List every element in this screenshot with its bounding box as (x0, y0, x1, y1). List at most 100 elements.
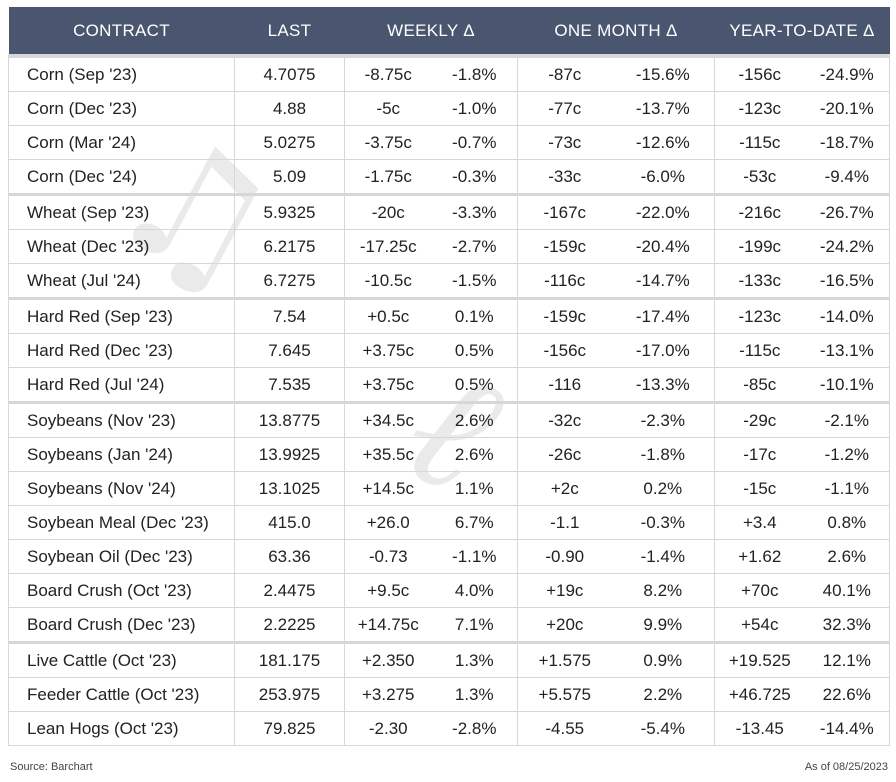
last-price: 7.535 (234, 367, 345, 403)
weekly-change: +9.5c (344, 573, 432, 608)
contract-name: Corn (Sep '23) (8, 54, 235, 92)
ytd-change-pct: -1.2% (804, 437, 891, 472)
month-change-pct: -17.0% (611, 333, 715, 368)
table-row: Board Crush (Dec '23) 2.2225 +14.75c 7.1% +2… (8, 607, 891, 643)
contract-name: Wheat (Sep '23) (8, 193, 235, 230)
ytd-change-pct: -14.0% (804, 297, 891, 334)
month-change: -0.90 (517, 539, 612, 574)
weekly-change-pct: 1.3% (431, 641, 518, 678)
table-row: Wheat (Sep '23) 5.9325 -20c -3.3% -167c -22.0… (8, 193, 891, 230)
ytd-change: +19.525 (714, 641, 805, 678)
ytd-change: -53c (714, 159, 805, 195)
header-ytd: YEAR-TO-DATE Δ (714, 7, 890, 56)
weekly-change-pct: -0.7% (431, 125, 518, 160)
weekly-change: +35.5c (344, 437, 432, 472)
ytd-change: -29c (714, 401, 805, 438)
last-price: 63.36 (234, 539, 345, 574)
weekly-change: +34.5c (344, 401, 432, 438)
month-change: +5.575 (517, 677, 612, 712)
source-note: Source: Barchart (10, 761, 93, 773)
month-change-pct: -14.7% (611, 263, 715, 299)
header-weekly: WEEKLY Δ (344, 7, 518, 56)
table-row: Soybeans (Nov '23) 13.8775 +34.5c 2.6% -32c -… (8, 401, 891, 438)
weekly-change-pct: -0.3% (431, 159, 518, 195)
weekly-change-pct: -1.1% (431, 539, 518, 574)
contract-name: Hard Red (Jul '24) (8, 367, 235, 403)
contract-name: Feeder Cattle (Oct '23) (8, 677, 235, 712)
last-price: 2.2225 (234, 607, 345, 643)
weekly-change-pct: 6.7% (431, 505, 518, 540)
table-row: Board Crush (Oct '23) 2.4475 +9.5c 4.0% +19c… (8, 573, 891, 608)
contract-name: Soybean Meal (Dec '23) (8, 505, 235, 540)
last-price: 13.1025 (234, 471, 345, 506)
ytd-change-pct: -9.4% (804, 159, 891, 195)
weekly-change-pct: -1.0% (431, 91, 518, 126)
month-change: -87c (517, 54, 612, 92)
ytd-change-pct: -1.1% (804, 471, 891, 506)
ytd-change-pct: 0.8% (804, 505, 891, 540)
month-change: -26c (517, 437, 612, 472)
weekly-change-pct: 0.1% (431, 297, 518, 334)
contract-name: Soybeans (Nov '24) (8, 471, 235, 506)
month-change-pct: -5.4% (611, 711, 715, 746)
weekly-change: -17.25c (344, 229, 432, 264)
month-change-pct: -0.3% (611, 505, 715, 540)
weekly-change: +3.275 (344, 677, 432, 712)
ytd-change: -156c (714, 54, 805, 92)
weekly-change: -0.73 (344, 539, 432, 574)
table-row: Corn (Mar '24) 5.0275 -3.75c -0.7% -73c -12.6… (8, 125, 891, 160)
month-change-pct: -1.4% (611, 539, 715, 574)
ytd-change: -17c (714, 437, 805, 472)
futures-table: CONTRACT LAST WEEKLY Δ ONE MONTH Δ YEAR-… (8, 7, 891, 746)
table-row: Live Cattle (Oct '23) 181.175 +2.350 1.3% +1… (8, 641, 891, 678)
weekly-change-pct: -1.8% (431, 54, 518, 92)
month-change-pct: -20.4% (611, 229, 715, 264)
last-price: 5.9325 (234, 193, 345, 230)
table-row: Soybean Meal (Dec '23) 415.0 +26.0 6.7% -1.1… (8, 505, 891, 540)
ytd-change: -123c (714, 297, 805, 334)
month-change-pct: 9.9% (611, 607, 715, 643)
weekly-change-pct: 0.5% (431, 367, 518, 403)
ytd-change: -115c (714, 333, 805, 368)
ytd-change-pct: 12.1% (804, 641, 891, 678)
table-row: Soybeans (Nov '24) 13.1025 +14.5c 1.1% +2c 0.… (8, 471, 891, 506)
last-price: 4.7075 (234, 54, 345, 92)
table-row: Hard Red (Jul '24) 7.535 +3.75c 0.5% -116 -13… (8, 367, 891, 403)
header-one-month: ONE MONTH Δ (517, 7, 715, 56)
month-change: -167c (517, 193, 612, 230)
month-change-pct: -1.8% (611, 437, 715, 472)
weekly-change: +3.75c (344, 333, 432, 368)
month-change-pct: 0.2% (611, 471, 715, 506)
last-price: 253.975 (234, 677, 345, 712)
last-price: 6.7275 (234, 263, 345, 299)
weekly-change: -8.75c (344, 54, 432, 92)
month-change-pct: -22.0% (611, 193, 715, 230)
ytd-change-pct: -26.7% (804, 193, 891, 230)
weekly-change: +14.75c (344, 607, 432, 643)
weekly-change-pct: 1.1% (431, 471, 518, 506)
month-change-pct: -17.4% (611, 297, 715, 334)
weekly-change: -10.5c (344, 263, 432, 299)
ytd-change: -123c (714, 91, 805, 126)
month-change: +20c (517, 607, 612, 643)
last-price: 13.9925 (234, 437, 345, 472)
weekly-change-pct: 0.5% (431, 333, 518, 368)
ytd-change-pct: -2.1% (804, 401, 891, 438)
weekly-change-pct: -2.8% (431, 711, 518, 746)
last-price: 415.0 (234, 505, 345, 540)
table-row: Hard Red (Dec '23) 7.645 +3.75c 0.5% -156c -1… (8, 333, 891, 368)
weekly-change-pct: 2.6% (431, 401, 518, 438)
month-change: -4.55 (517, 711, 612, 746)
table-row: Wheat (Jul '24) 6.7275 -10.5c -1.5% -116c -14… (8, 263, 891, 299)
last-price: 5.09 (234, 159, 345, 195)
weekly-change-pct: -3.3% (431, 193, 518, 230)
header-last: LAST (234, 7, 345, 56)
as-of-date: As of 08/25/2023 (804, 761, 888, 773)
month-change: -32c (517, 401, 612, 438)
ytd-change: -115c (714, 125, 805, 160)
month-change-pct: -15.6% (611, 54, 715, 92)
weekly-change-pct: -2.7% (431, 229, 518, 264)
last-price: 6.2175 (234, 229, 345, 264)
contract-name: Corn (Mar '24) (8, 125, 235, 160)
weekly-change: -1.75c (344, 159, 432, 195)
